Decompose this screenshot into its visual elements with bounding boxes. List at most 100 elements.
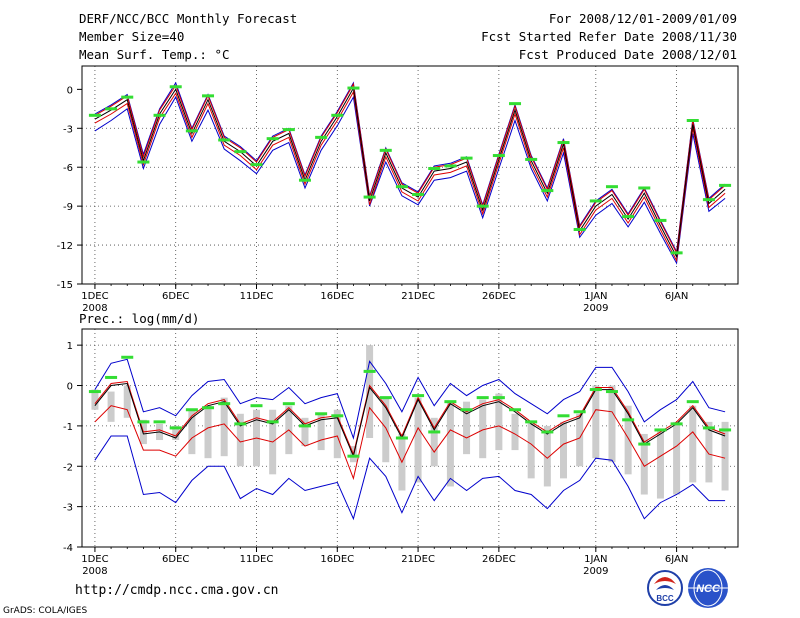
- x-tick-label: 11DEC: [240, 554, 274, 565]
- green-marker: [686, 400, 699, 404]
- green-marker: [185, 408, 198, 412]
- spread-bar: [123, 385, 131, 418]
- spread-bar: [172, 425, 180, 441]
- green-marker: [347, 454, 360, 458]
- green-marker: [234, 150, 247, 154]
- green-marker: [541, 189, 554, 193]
- green-marker: [298, 178, 311, 182]
- bcc-logo: BCC: [647, 570, 683, 606]
- green-marker: [573, 228, 586, 231]
- green-marker: [702, 198, 715, 202]
- green-marker: [363, 195, 376, 199]
- spread-bar: [236, 413, 244, 467]
- spread-bar: [382, 397, 390, 463]
- green-marker: [105, 107, 118, 111]
- green-marker: [654, 428, 667, 432]
- spread-bar: [301, 417, 309, 447]
- x-tick-label: 21DEC: [401, 291, 435, 302]
- green-marker: [605, 390, 618, 394]
- y-tick-label: -3: [63, 503, 73, 514]
- bcc-logo-swirl-2: [656, 585, 674, 590]
- spread-bar: [366, 345, 374, 438]
- green-marker: [476, 396, 489, 400]
- spread-bar: [656, 429, 664, 499]
- x-year-label: 2008: [82, 303, 107, 314]
- spread-bar: [91, 389, 99, 410]
- green-marker: [137, 160, 150, 164]
- grads-credit: GrADS: COLA/IGES: [3, 606, 88, 616]
- x-tick-label: 16DEC: [320, 554, 354, 565]
- variable-label: Mean Surf. Temp.: °C: [79, 47, 230, 62]
- green-marker: [331, 113, 344, 117]
- y-tick-label: 1: [67, 341, 73, 352]
- spread-bar: [527, 421, 535, 479]
- x-tick-label: 16DEC: [320, 291, 354, 302]
- green-marker: [476, 204, 489, 208]
- y-tick-label: -6: [63, 163, 73, 174]
- website-url[interactable]: http://cmdp.ncc.cma.gov.cn: [75, 583, 279, 598]
- forecast-start-date: Fcst Started Refer Date 2008/11/30: [481, 29, 737, 44]
- green-marker: [315, 135, 328, 139]
- green-marker: [282, 402, 295, 406]
- spread-bar: [511, 413, 519, 451]
- y-tick-label: -4: [63, 543, 73, 554]
- green-marker: [509, 408, 522, 412]
- ncc-logo: NCC: [688, 568, 728, 608]
- green-marker: [557, 141, 570, 145]
- series-line-lower-red: [94, 405, 726, 481]
- green-marker: [412, 192, 425, 196]
- y-tick-label: -9: [63, 202, 73, 213]
- spread-bar: [608, 385, 616, 463]
- spread-bar: [592, 385, 600, 459]
- green-marker: [525, 420, 538, 424]
- green-marker: [266, 420, 279, 424]
- y-tick-label: 0: [67, 85, 73, 96]
- green-marker: [686, 119, 699, 122]
- plot-frame: [81, 328, 739, 548]
- green-marker: [363, 369, 376, 373]
- series-line-upper-red: [94, 82, 726, 255]
- precip-label: Prec.: log(mm/d): [79, 311, 200, 326]
- series-line-ensemble-mean: [94, 86, 726, 259]
- x-tick-label: 11DEC: [240, 291, 274, 302]
- member-size: Member Size=40: [79, 29, 185, 44]
- green-marker: [444, 400, 457, 404]
- green-marker: [379, 148, 392, 152]
- spread-bar: [721, 421, 729, 491]
- green-marker: [460, 408, 473, 412]
- x-tick-label: 26DEC: [482, 291, 516, 302]
- green-marker: [202, 406, 215, 410]
- spread-bar: [463, 401, 471, 455]
- y-tick-label: 0: [67, 382, 73, 393]
- series-line-ensemble-mean: [94, 382, 726, 458]
- green-marker: [719, 428, 732, 432]
- bcc-logo-text: BCC: [656, 594, 674, 603]
- x-year-label: 2009: [583, 566, 608, 577]
- x-tick-label: 6DEC: [162, 554, 189, 565]
- green-marker: [638, 442, 651, 446]
- green-marker: [234, 422, 247, 426]
- spread-bar: [673, 421, 681, 495]
- green-marker: [282, 128, 295, 132]
- green-marker: [331, 414, 344, 418]
- green-marker: [670, 422, 683, 426]
- green-marker: [654, 218, 667, 222]
- spread-bar: [495, 393, 503, 451]
- green-marker: [557, 414, 570, 418]
- x-tick-label: 1DEC: [81, 291, 108, 302]
- spread-bar: [479, 399, 487, 459]
- spread-bar: [576, 413, 584, 467]
- series-line-max-blue: [94, 81, 726, 254]
- x-tick-label: 1DEC: [81, 554, 108, 565]
- green-marker: [153, 113, 166, 117]
- spread-bar: [317, 413, 325, 451]
- green-marker: [88, 390, 101, 394]
- green-marker: [121, 355, 134, 359]
- spread-bar: [640, 433, 648, 495]
- series-line-min-blue: [94, 435, 726, 521]
- green-marker: [460, 156, 473, 160]
- spread-bar: [446, 401, 454, 487]
- plot-frame: [81, 65, 739, 285]
- green-marker: [250, 404, 263, 408]
- green-marker: [218, 138, 231, 142]
